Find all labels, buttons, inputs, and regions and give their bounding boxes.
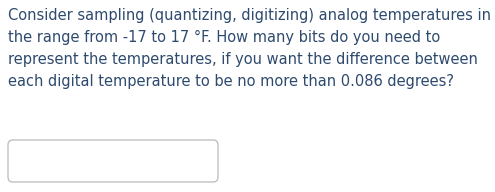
Text: represent the temperatures, if you want the difference between: represent the temperatures, if you want … <box>8 52 478 67</box>
Text: each digital temperature to be no more than 0.086 degrees?: each digital temperature to be no more t… <box>8 74 454 89</box>
Text: Consider sampling (quantizing, digitizing) analog temperatures in: Consider sampling (quantizing, digitizin… <box>8 8 491 23</box>
Text: the range from -17 to 17 °F. How many bits do you need to: the range from -17 to 17 °F. How many bi… <box>8 30 440 45</box>
FancyBboxPatch shape <box>8 140 218 182</box>
